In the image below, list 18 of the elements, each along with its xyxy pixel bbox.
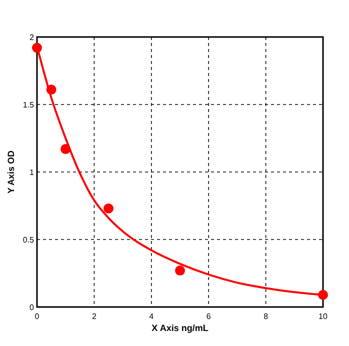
x-tick-label: 2 bbox=[92, 312, 97, 321]
y-axis-title: Y Axis OD bbox=[6, 150, 16, 194]
y-tick-label: 0 bbox=[30, 303, 35, 312]
point bbox=[46, 84, 56, 95]
point bbox=[318, 290, 328, 300]
point bbox=[60, 144, 71, 154]
x-tick-label: 8 bbox=[264, 312, 269, 321]
y-tick-label: 0.5 bbox=[22, 236, 35, 244]
x-axis-title: X Axis ng/mL bbox=[152, 323, 209, 333]
x-tick-label: 4 bbox=[149, 312, 154, 321]
y-tick-label: 2 bbox=[30, 33, 35, 42]
x-tick-label: 6 bbox=[206, 312, 212, 321]
point bbox=[104, 203, 114, 214]
point bbox=[175, 266, 185, 276]
x-tick-label: 10 bbox=[318, 312, 328, 321]
point bbox=[32, 42, 42, 53]
y-tick-label: 1 bbox=[30, 168, 35, 177]
y-tick-label: 1.5 bbox=[22, 100, 35, 110]
